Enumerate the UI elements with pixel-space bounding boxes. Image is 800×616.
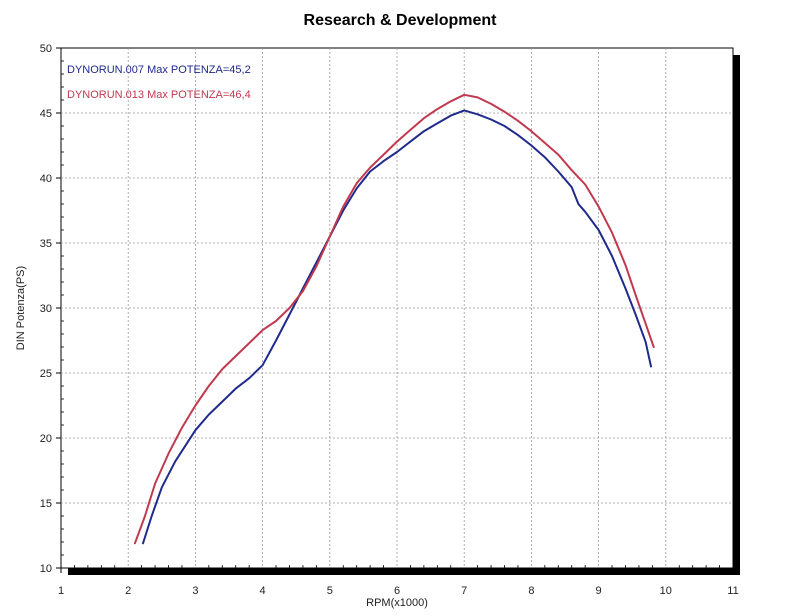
x-axis-ticks: 1 2 3 4 5 6 7 8 9 10 11 [58, 568, 739, 597]
x-tick-label: 5 [327, 585, 333, 597]
legend: DYNORUN.007 Max POTENZA=45,2 DYNORUN.013 … [67, 64, 251, 101]
legend-entry-1: DYNORUN.007 Max POTENZA=45,2 [67, 64, 251, 76]
plot-shadow-bottom [68, 568, 740, 575]
y-tick-label: 40 [40, 173, 52, 185]
y-tick-label: 50 [40, 43, 52, 55]
x-tick-label: 9 [596, 585, 602, 597]
y-tick-label: 10 [40, 563, 52, 575]
y-tick-label: 25 [40, 368, 52, 380]
x-tick-label: 1 [58, 585, 64, 597]
series-layer [133, 93, 655, 545]
y-tick-label: 35 [40, 238, 52, 250]
y-tick-label: 30 [40, 303, 52, 315]
x-tick-label: 3 [192, 585, 198, 597]
grid-lines [61, 48, 733, 568]
x-tick-label: 4 [260, 585, 266, 597]
series-line-1 [142, 109, 652, 545]
legend-entry-2: DYNORUN.013 Max POTENZA=46,4 [67, 89, 251, 101]
x-tick-label: 10 [660, 585, 672, 597]
x-axis-label: RPM(x1000) [366, 597, 428, 609]
x-tick-label: 2 [125, 585, 131, 597]
y-tick-label: 20 [40, 433, 52, 445]
x-tick-label: 11 [727, 585, 738, 597]
x-tick-label: 6 [394, 585, 400, 597]
minor-ticks [61, 60, 720, 568]
x-tick-label: 7 [461, 585, 467, 597]
y-tick-label: 45 [40, 108, 52, 120]
series-line-2 [133, 93, 655, 545]
x-tick-label: 8 [528, 585, 534, 597]
y-tick-label: 15 [40, 498, 52, 510]
plot-shadow-right [733, 55, 740, 575]
y-axis-ticks: 10 15 20 25 30 35 40 45 50 [40, 43, 61, 575]
chart-title: Research & Development [303, 12, 497, 29]
y-axis-label: DIN Potenza(PS) [15, 266, 27, 350]
